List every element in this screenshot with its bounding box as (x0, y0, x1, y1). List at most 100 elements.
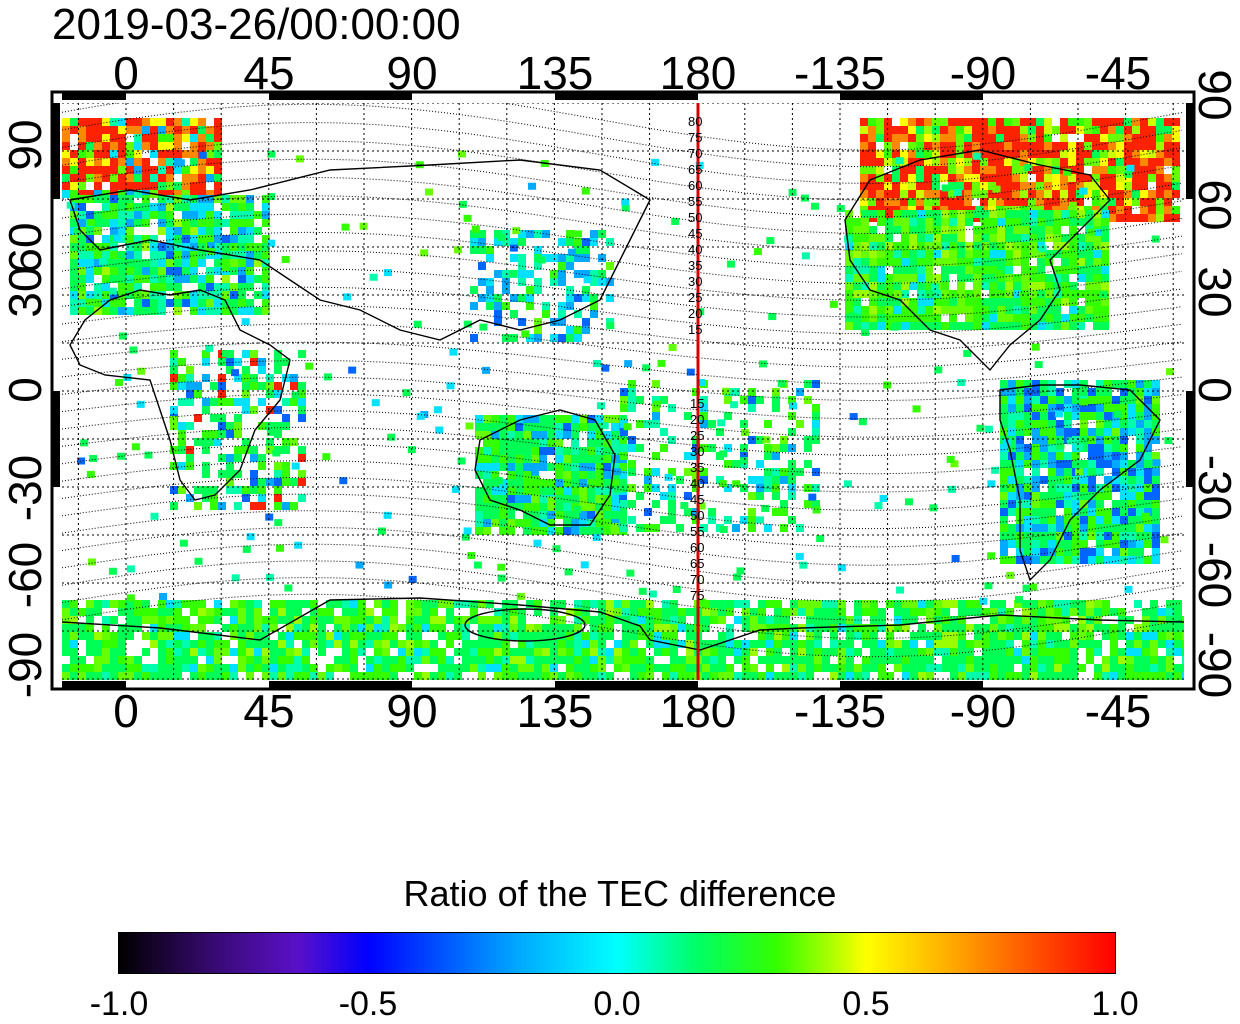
tec-cell (1086, 640, 1094, 648)
tec-cell (1037, 282, 1045, 290)
tec-cell (878, 640, 886, 648)
tec-cell (190, 608, 198, 616)
tec-cell (118, 219, 126, 227)
tec-cell (510, 664, 518, 672)
tec-cell (1064, 460, 1072, 468)
tec-cell (1128, 524, 1136, 532)
tec-cell (369, 273, 378, 281)
tec-cell (798, 648, 806, 656)
tec-cell (1104, 476, 1112, 484)
tec-cell (981, 298, 989, 306)
tec-cell (1028, 190, 1036, 198)
magnetic-contour (62, 305, 1183, 351)
tec-cell (374, 648, 382, 656)
tec-cell (1054, 664, 1062, 672)
tec-cell (636, 524, 644, 532)
tec-cell (748, 436, 756, 444)
tec-cell (523, 463, 531, 471)
tec-cell (606, 238, 614, 246)
tec-cell (470, 238, 478, 246)
tec-cell (1037, 210, 1045, 218)
tec-cell (603, 479, 611, 487)
tec-cell (158, 203, 166, 211)
tec-cell (414, 608, 422, 616)
tec-cell (1132, 158, 1140, 166)
tec-cell (158, 126, 166, 134)
tec-cell (110, 150, 118, 158)
tec-cell (1056, 476, 1064, 484)
tec-cell (1140, 158, 1148, 166)
tec-cell (1008, 476, 1016, 484)
tec-cell (258, 398, 266, 406)
tec-cell (470, 600, 478, 608)
tec-cell (382, 648, 390, 656)
tec-cell (1069, 218, 1077, 226)
tec-cell (242, 486, 250, 494)
tec-cell (668, 343, 677, 351)
tec-cell (1000, 444, 1008, 452)
tec-cell (892, 142, 900, 150)
tec-cell (1014, 648, 1022, 656)
tec-cell (70, 182, 78, 190)
tec-cell (78, 219, 86, 227)
tec-cell (1048, 428, 1056, 436)
tec-cell (628, 396, 636, 404)
tec-cell (1124, 170, 1133, 178)
tec-cell (1096, 484, 1104, 492)
tec-cell (1136, 540, 1144, 548)
tec-cell (924, 174, 932, 182)
tec-cell (973, 322, 981, 330)
tec-cell (194, 382, 202, 390)
tec-cell (1061, 322, 1069, 330)
tec-cell (636, 420, 644, 428)
tec-cell (996, 134, 1004, 142)
tec-cell (598, 672, 606, 680)
tec-cell (965, 258, 973, 266)
tec-cell (471, 225, 480, 233)
tec-cell (1040, 444, 1048, 452)
tec-cell (710, 600, 718, 608)
tec-cell (214, 227, 222, 235)
tec-cell (892, 134, 900, 142)
tec-cell (678, 624, 686, 632)
tec-cell (102, 251, 110, 259)
tec-cell (383, 269, 392, 277)
tec-cell (1069, 242, 1077, 250)
tec-cell (1054, 640, 1062, 648)
tec-cell (94, 142, 102, 150)
tec-cell (1000, 508, 1008, 516)
tec-cell (142, 126, 150, 134)
tec-cell (523, 455, 531, 463)
tec-cell (110, 174, 118, 182)
tec-cell (1124, 158, 1132, 166)
tec-cell (997, 266, 1005, 274)
tec-cell (1005, 282, 1013, 290)
tec-cell (566, 326, 574, 334)
tec-cell (1040, 476, 1048, 484)
tec-cell (606, 262, 614, 270)
magnetic-contour (62, 103, 1183, 168)
tec-cell (483, 527, 491, 535)
tec-cell (798, 664, 806, 672)
tec-cell (924, 198, 932, 206)
tec-cell (1036, 174, 1044, 182)
tec-cell (166, 126, 174, 134)
tec-cell (982, 656, 990, 664)
tec-cell (758, 624, 766, 632)
tec-cell (997, 298, 1005, 306)
tec-cell (886, 600, 894, 608)
tec-cell (1045, 234, 1053, 242)
tec-cell (502, 230, 510, 238)
tec-cell (1172, 214, 1180, 222)
tec-cell (202, 486, 210, 494)
tec-cell (270, 608, 278, 616)
tec-cell (475, 503, 483, 511)
tec-cell (1048, 420, 1056, 428)
tec-cell (860, 126, 868, 134)
tec-cell (258, 486, 266, 494)
tec-cell (1096, 420, 1104, 428)
tec-cell (1006, 640, 1014, 648)
tec-cell (102, 267, 110, 275)
tec-cell (126, 150, 134, 158)
tec-cell (182, 235, 190, 243)
